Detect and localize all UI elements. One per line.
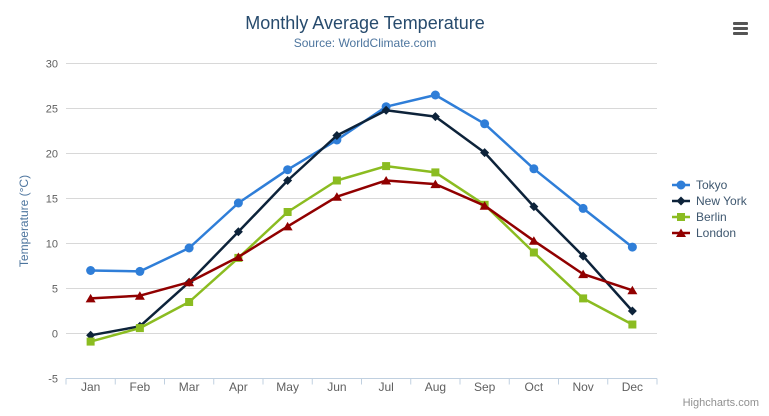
series-tokyo [86, 90, 637, 276]
legend-marker-icon [672, 196, 690, 206]
circle-marker [184, 243, 194, 253]
credits-link[interactable]: Highcharts.com [682, 397, 759, 409]
diamond-marker [578, 251, 588, 261]
y-axis-label: -5 [48, 374, 58, 386]
y-axis-label: 0 [52, 329, 58, 341]
y-axis-label: 20 [46, 149, 58, 161]
diamond-marker [233, 227, 243, 237]
square-marker [677, 213, 685, 221]
square-marker [431, 168, 440, 177]
triangle-marker [381, 176, 392, 185]
triangle-marker [676, 228, 686, 237]
circle-marker [86, 266, 96, 275]
square-marker [382, 162, 391, 171]
triangle-marker [479, 201, 490, 210]
legend-item-berlin[interactable]: Berlin [672, 209, 747, 225]
circle-marker [135, 266, 145, 276]
x-axis-label: Oct [525, 380, 544, 394]
y-axis-title: Temperature (°C) [17, 175, 31, 267]
triangle-marker [528, 236, 539, 245]
triangle-marker [85, 293, 96, 303]
hamburger-bar [733, 22, 748, 25]
square-marker [579, 294, 588, 303]
x-axis-label: Sep [474, 380, 496, 394]
triangle-marker [627, 285, 638, 295]
series-line [90, 109, 634, 337]
y-axis-label: 5 [52, 284, 58, 296]
diamond-marker [86, 330, 96, 340]
circle-marker [529, 164, 539, 174]
triangle-marker [282, 221, 293, 231]
series-line [90, 93, 634, 273]
x-axis-label: Aug [425, 380, 446, 394]
circle-marker [430, 90, 440, 100]
triangle-marker [430, 179, 441, 189]
x-axis-label: Jul [378, 380, 393, 394]
y-axis-label: 30 [46, 59, 58, 71]
x-axis-label: Jun [327, 380, 346, 394]
chart-subtitle: Source: WorldClimate.com [293, 36, 437, 50]
legend-item-new-york[interactable]: New York [672, 193, 747, 209]
series-line [90, 179, 633, 300]
x-axis-label: May [276, 380, 299, 394]
legend-item-tokyo[interactable]: Tokyo [672, 177, 747, 193]
series-line [90, 164, 633, 343]
x-axis-label: Dec [622, 380, 643, 394]
legend-label: New York [696, 194, 747, 208]
y-axis-label: 25 [46, 104, 58, 116]
square-marker [86, 337, 95, 346]
triangle-marker [233, 252, 244, 261]
triangle-marker [578, 269, 589, 279]
diamond-marker [529, 202, 539, 212]
diamond-marker [480, 148, 490, 158]
chart-title: Monthly Average Temperature [245, 13, 485, 33]
x-axis-label: Jan [81, 380, 100, 394]
x-axis-label: Mar [179, 380, 200, 394]
legend-label: Tokyo [696, 178, 728, 192]
triangle-marker [331, 192, 342, 201]
circle-marker [480, 119, 490, 129]
triangle-marker [134, 291, 145, 300]
hamburger-bar [733, 32, 748, 35]
square-marker [628, 320, 637, 329]
hamburger-icon[interactable] [733, 22, 748, 37]
diamond-marker [283, 176, 293, 185]
legend-marker-icon [672, 228, 690, 237]
legend-marker-icon [672, 180, 690, 190]
diamond-marker [381, 105, 391, 115]
diamond-marker [332, 131, 342, 140]
x-axis-label: Feb [130, 380, 151, 394]
y-axis-label: 10 [46, 239, 58, 251]
y-axis-label: 15 [46, 194, 58, 206]
square-marker [283, 208, 292, 216]
circle-marker [578, 203, 588, 213]
diamond-marker [676, 196, 686, 206]
legend-label: Berlin [696, 210, 727, 224]
x-axis-label: Apr [229, 380, 248, 394]
diamond-marker [430, 112, 440, 122]
x-axis-label: Nov [572, 380, 593, 394]
legend-label: London [696, 226, 737, 240]
circle-marker [676, 180, 686, 190]
square-marker [332, 176, 341, 185]
square-marker [135, 324, 144, 333]
series-new-york [86, 105, 637, 340]
legend: Tokyo New York Berlin London [672, 177, 747, 241]
circle-marker [233, 198, 243, 208]
series-london [85, 176, 638, 303]
legend-item-london[interactable]: London [672, 225, 747, 241]
circle-marker [283, 165, 293, 175]
hamburger-bar [733, 27, 748, 30]
diamond-marker [627, 306, 637, 316]
legend-marker-icon [672, 213, 690, 221]
circle-marker [627, 242, 637, 252]
square-marker [529, 248, 538, 257]
triangle-marker [184, 277, 195, 287]
square-marker [185, 298, 194, 306]
